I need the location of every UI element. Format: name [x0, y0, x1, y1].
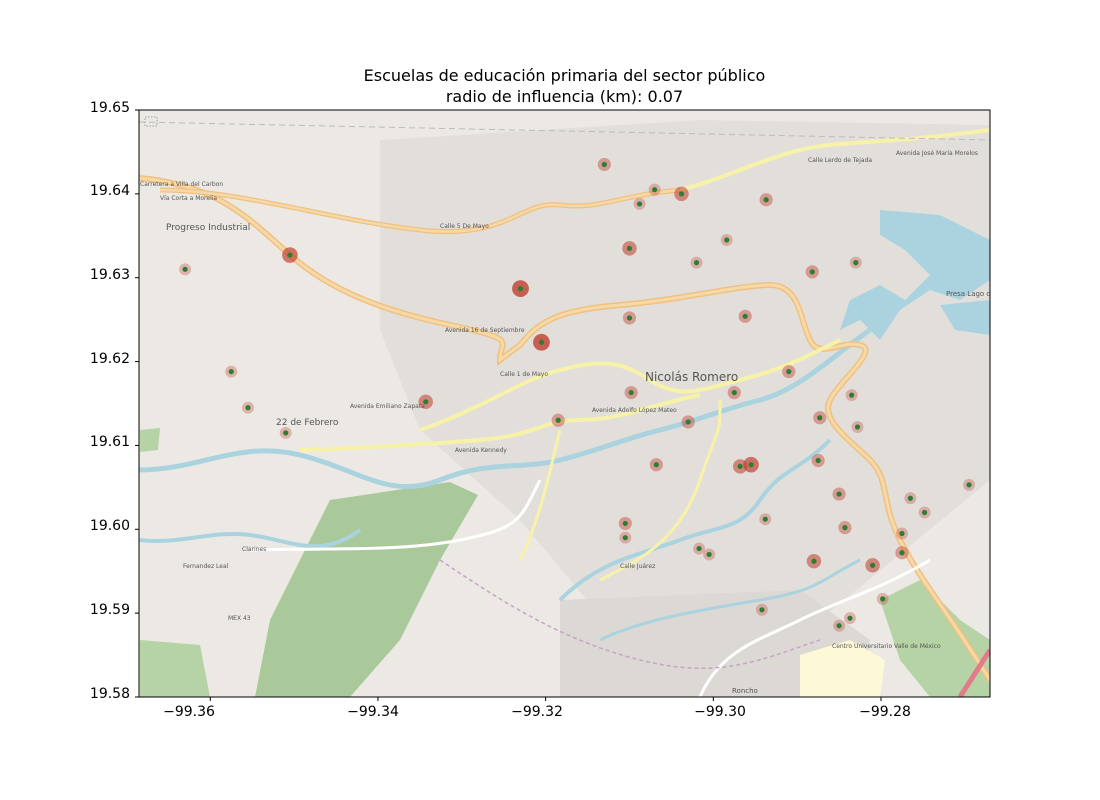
- school-point: [517, 286, 524, 292]
- xtick-label: −99.34: [347, 704, 399, 720]
- basemap: Nicolás Romero Progreso Industrial 22 de…: [139, 110, 1035, 697]
- label-22-de-febrero: 22 de Febrero: [276, 418, 339, 428]
- school-point: [759, 607, 765, 613]
- school-point: [899, 530, 905, 537]
- school-point: [762, 516, 768, 522]
- school-point: [842, 525, 848, 531]
- label-clarines: Clarines: [242, 546, 266, 553]
- ytick-label: 19.58: [89, 686, 130, 702]
- school-point: [836, 623, 842, 629]
- axis-ticks: [135, 109, 882, 701]
- school-point: [706, 551, 712, 558]
- xtick-label: −99.36: [163, 704, 215, 720]
- school-point: [628, 389, 634, 396]
- school-point: [182, 266, 188, 272]
- school-point: [601, 161, 607, 168]
- school-point: [815, 457, 821, 464]
- label-calle-juarez: Calle Juárez: [620, 563, 655, 570]
- ytick-label: 19.59: [89, 602, 130, 618]
- label-presa: Presa Lago de Guadalupe: [946, 290, 1035, 298]
- school-point: [423, 399, 429, 405]
- school-point: [907, 495, 913, 501]
- school-point: [763, 197, 769, 203]
- university-area: [800, 640, 885, 697]
- school-point: [854, 424, 861, 430]
- school-point: [748, 462, 754, 468]
- label-progreso-industrial: Progreso Industrial: [166, 223, 250, 233]
- label-16-de-septiembre: Avenida 16 de Septiembre: [445, 327, 525, 334]
- school-point: [724, 237, 730, 243]
- axes-frame: [138, 109, 991, 698]
- xtick-label: −99.32: [511, 704, 563, 720]
- school-point: [836, 491, 842, 497]
- school-point: [922, 509, 928, 516]
- ytick-label: 19.64: [89, 183, 130, 199]
- school-point: [809, 269, 815, 275]
- school-point: [685, 419, 691, 425]
- school-point: [870, 562, 876, 568]
- school-point: [696, 545, 702, 552]
- label-adolfo-lopez-mateo: Avenida Adolfo López Mateo: [592, 407, 677, 414]
- school-point: [966, 482, 972, 488]
- label-avenida-kennedy: Avenida Kennedy: [455, 447, 507, 454]
- label-calle-1-de-mayo: Calle 1 de Mayo: [500, 371, 548, 378]
- school-point: [678, 191, 685, 197]
- chart-title: Escuelas de educación primaria del secto…: [363, 66, 766, 85]
- school-point: [636, 201, 643, 207]
- map-control-icon: [144, 116, 158, 127]
- school-point: [626, 315, 633, 321]
- label-mex-43: MEX 43: [228, 615, 251, 622]
- ytick-label: 19.65: [89, 100, 130, 116]
- school-point: [899, 550, 905, 556]
- data-points: [179, 157, 976, 632]
- label-centro-universitario: Centro Universitario Valle de México: [832, 643, 941, 650]
- ytick-label: 19.61: [89, 434, 130, 450]
- school-point: [283, 430, 289, 436]
- ytick-label: 19.60: [89, 518, 130, 534]
- xtick-label: −99.30: [694, 704, 746, 720]
- school-point: [653, 462, 659, 468]
- school-point: [742, 313, 748, 319]
- school-point: [228, 369, 234, 375]
- label-lerdo-de-tejada: Calle Lerdo de Tejada: [808, 157, 872, 164]
- label-calle-5-de-mayo: Calle 5 De Mayo: [440, 223, 489, 230]
- label-villa-del-carbon: Carretera a Villa del Carbon: [140, 181, 223, 188]
- ytick-label: 19.63: [89, 267, 130, 283]
- school-point: [555, 417, 561, 423]
- school-point: [622, 520, 628, 527]
- ytick-label: 19.62: [89, 351, 130, 367]
- chart-subtitle: radio de influencia (km): 0.07: [445, 87, 684, 106]
- school-point: [626, 245, 633, 251]
- school-point: [622, 535, 628, 541]
- school-point: [817, 415, 823, 421]
- school-point: [811, 558, 817, 564]
- label-via-corta-morelia: Vía Corta a Morelia: [160, 195, 217, 202]
- xtick-label: −99.28: [859, 704, 911, 720]
- school-point: [652, 187, 658, 193]
- school-point: [538, 339, 545, 345]
- school-point: [849, 392, 855, 398]
- school-point: [693, 260, 700, 266]
- school-point: [245, 405, 251, 411]
- label-fernandez-leal: Fernandez Leal: [183, 563, 229, 570]
- label-roncho: Roncho: [732, 687, 758, 695]
- school-point: [731, 389, 737, 396]
- school-point: [853, 260, 859, 266]
- school-point: [737, 463, 743, 469]
- school-point: [287, 252, 293, 258]
- school-point: [786, 369, 792, 375]
- school-point: [880, 596, 886, 602]
- forest-area: [255, 482, 478, 697]
- lake: [840, 210, 990, 340]
- label-emiliano-zapata: Avenida Emiliano Zapata: [350, 403, 425, 410]
- label-nicolas-romero: Nicolás Romero: [645, 370, 738, 384]
- school-point: [847, 615, 853, 621]
- label-jose-maria-morelos: Avenida José María Morelos: [896, 150, 978, 157]
